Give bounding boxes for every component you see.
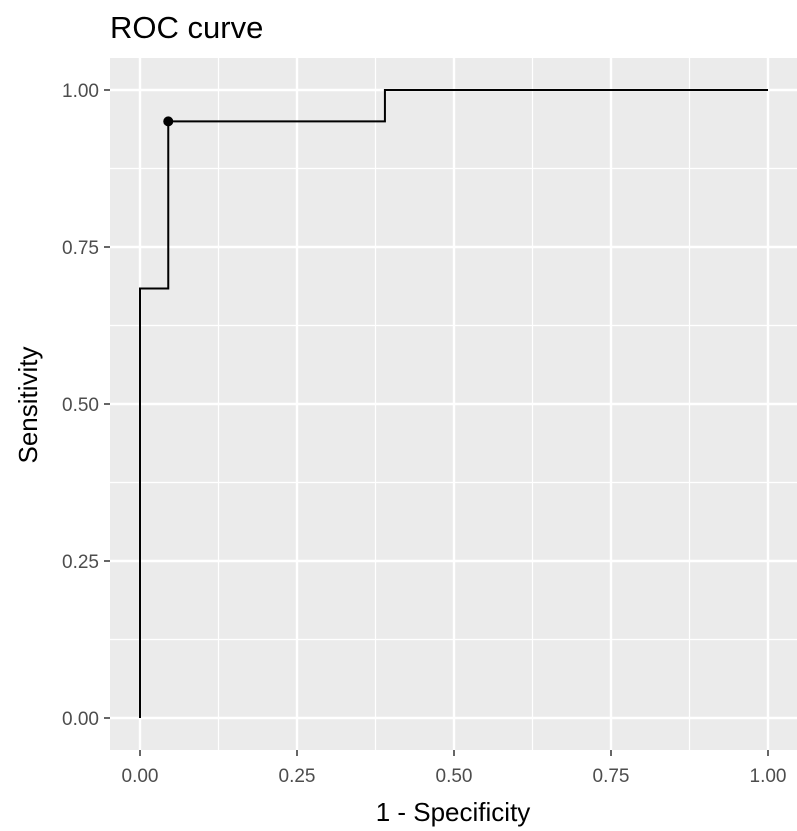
x-tick-label: 0.00 <box>122 766 159 787</box>
y-axis-ticks: 0.00 0.25 0.50 0.75 1.00 <box>62 81 110 730</box>
chart-title: ROC curve <box>110 10 263 45</box>
y-tick-label: 0.75 <box>62 238 99 259</box>
x-tick-label: 0.75 <box>593 766 630 787</box>
x-tick-label: 0.25 <box>279 766 316 787</box>
x-axis-label: 1 - Specificity <box>376 797 531 827</box>
y-tick-label: 0.50 <box>62 395 99 416</box>
y-axis-label: Sensitivity <box>13 346 43 463</box>
x-axis-ticks: 0.00 0.25 0.50 0.75 1.00 <box>122 750 787 787</box>
x-tick-label: 1.00 <box>750 766 787 787</box>
series-layer <box>139 89 768 718</box>
roc-threshold-point <box>163 116 174 127</box>
y-tick-label: 1.00 <box>62 81 99 102</box>
y-tick-label: 0.00 <box>62 709 99 730</box>
major-gridlines <box>110 58 797 750</box>
x-tick-label: 0.50 <box>436 766 473 787</box>
y-tick-label: 0.25 <box>62 552 99 573</box>
